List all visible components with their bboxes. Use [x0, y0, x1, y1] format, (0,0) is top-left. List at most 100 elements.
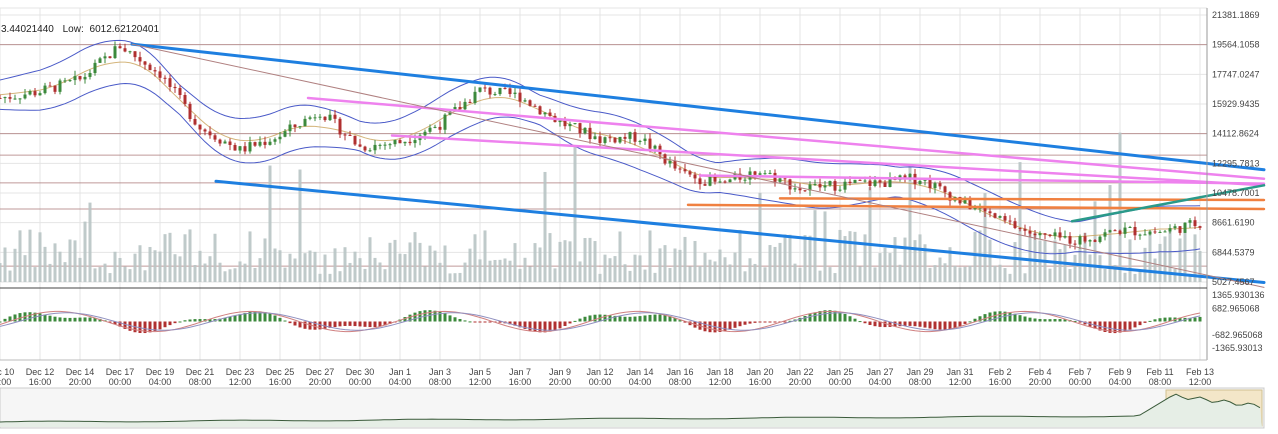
volume-bar [1133, 273, 1137, 282]
candle-body [618, 136, 622, 143]
volume-bar [758, 192, 762, 282]
candle-body [228, 141, 232, 145]
candle-body [1018, 228, 1022, 230]
macd-bar [458, 318, 462, 322]
volume-bar [98, 267, 102, 282]
macd-bar [373, 321, 377, 327]
macd-bar [1023, 316, 1027, 322]
macd-bar [628, 316, 632, 322]
volume-bar [268, 165, 272, 282]
volume-bar [1073, 254, 1077, 282]
volume-bar [188, 229, 192, 282]
candle-body [598, 136, 602, 143]
volume-bar [83, 221, 87, 282]
candle-body [648, 138, 652, 149]
candle-body [308, 117, 312, 119]
macd-bar [553, 321, 557, 331]
volume-bar [988, 239, 992, 282]
candle-body [33, 91, 37, 96]
macd-bar [558, 321, 562, 329]
trendline-teal-1[interactable] [1070, 184, 1266, 223]
candle-body [343, 134, 347, 136]
candle-body [753, 171, 757, 175]
price-axis-labels: 21381.1869 19564.1058 17747.0247 15929.9435… [1212, 10, 1260, 287]
candle-body [1163, 231, 1167, 233]
trendline-channel-lower[interactable] [214, 179, 1266, 284]
candle-body [378, 144, 382, 146]
trendline-magenta-3[interactable] [698, 174, 1266, 185]
candle-body [678, 168, 682, 170]
candle-body [1168, 228, 1172, 232]
candle-body [768, 172, 772, 174]
volume-bar [803, 235, 807, 282]
macd-bar [338, 321, 342, 327]
candle-body [448, 111, 452, 115]
candle-body [258, 141, 262, 146]
candle-body [578, 123, 582, 134]
macd-bar [223, 317, 227, 322]
volume-bar [953, 265, 957, 282]
volume-bar [493, 259, 497, 282]
macd-bar [878, 321, 882, 327]
candle-body [1123, 227, 1127, 234]
candle-body [388, 144, 392, 146]
macd-bar [818, 311, 822, 322]
candle-body [1193, 220, 1197, 227]
macd-bar [708, 321, 712, 333]
volume-bar [833, 273, 837, 282]
candle-body [323, 116, 327, 121]
candle-body [873, 180, 877, 186]
volume-bar [613, 256, 617, 282]
macd-bar [298, 321, 302, 328]
trendlines[interactable] [130, 42, 1266, 288]
candle-body [538, 106, 542, 115]
candle-body [93, 62, 97, 74]
volume-bar [498, 259, 502, 282]
time-tick-time: 12:00 [709, 377, 732, 387]
macd-bar [1198, 316, 1202, 322]
candle-body [83, 76, 87, 80]
time-tick-time: 20:00 [789, 377, 812, 387]
candle-body [363, 146, 367, 151]
time-tick-time: 04:00 [869, 377, 892, 387]
volume-bar [563, 240, 567, 282]
candle-body [613, 137, 617, 143]
volume-bar [818, 270, 822, 282]
volume-bar [343, 247, 347, 282]
macd-bar [378, 321, 382, 327]
volume-bar [658, 248, 662, 282]
candle-body [48, 85, 52, 87]
volume-bar [638, 255, 642, 282]
candle-body [513, 92, 517, 95]
volume-bar [878, 253, 882, 282]
candle-body [1143, 234, 1147, 236]
trendline-channel-upper[interactable] [130, 42, 1266, 172]
macd-bar [473, 321, 477, 323]
trendline-magenta-1[interactable] [306, 96, 1266, 181]
trendline-orange-2[interactable] [686, 203, 1266, 211]
volume-bar [158, 251, 162, 282]
macd-bar [408, 314, 412, 322]
macd-bar [118, 321, 122, 327]
time-tick-time: 08:00 [909, 377, 932, 387]
macd-bar [898, 321, 902, 327]
macd-bar [318, 321, 322, 330]
volume-bar [603, 254, 607, 282]
trendline-magenta-2[interactable] [390, 134, 1266, 187]
macd-bar [823, 310, 827, 322]
macd-bar [1063, 319, 1067, 322]
candle-body [158, 71, 162, 78]
trendline-fan-1[interactable] [131, 43, 1265, 288]
candle-body [193, 118, 197, 125]
time-tick-time: 08:00 [1149, 377, 1172, 387]
price-tick-label: 17747.0247 [1212, 69, 1260, 79]
navigator[interactable] [0, 387, 1265, 429]
time-tick-date: Jan 5 [469, 367, 491, 377]
candle-body [373, 144, 377, 151]
macd-bar [43, 314, 47, 322]
candle-body [13, 98, 17, 100]
candle-body [23, 94, 27, 99]
volume-bar [1068, 269, 1072, 282]
volume-bar [1148, 232, 1152, 282]
